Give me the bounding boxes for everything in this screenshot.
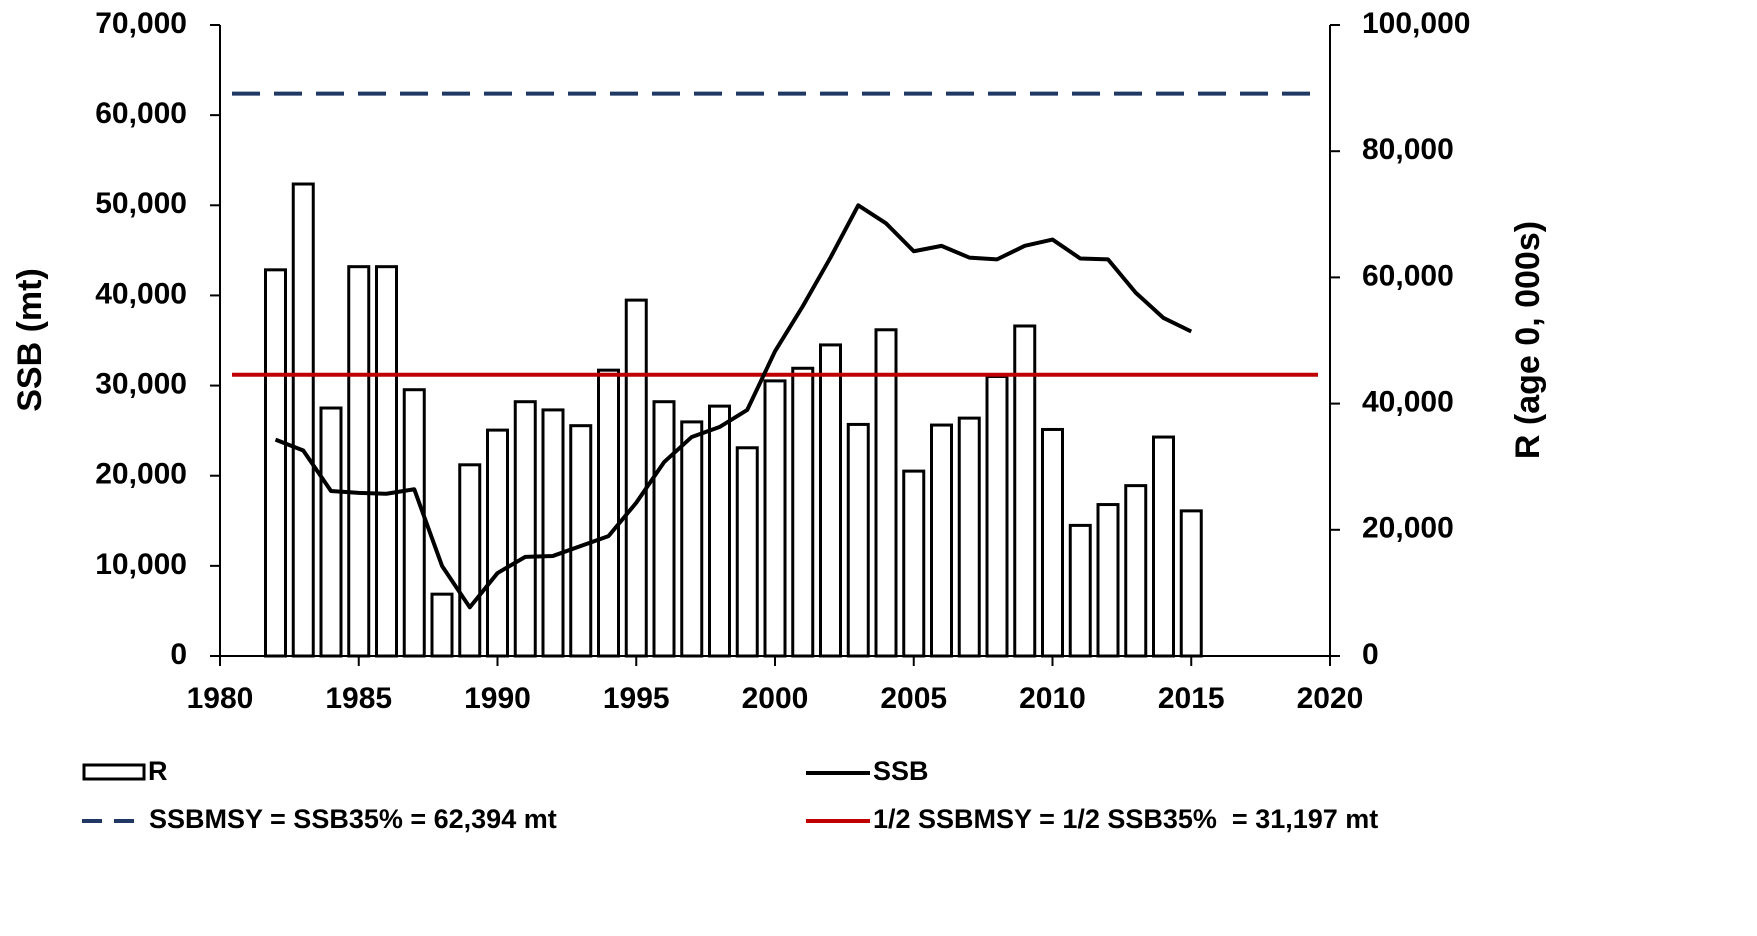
y2-tick-label: 60,000	[1362, 259, 1454, 292]
bar	[1068, 523, 1092, 658]
y2-tick-label: 0	[1362, 638, 1379, 671]
bar	[680, 420, 704, 658]
y-tick-label: 60,000	[95, 97, 187, 130]
bar	[791, 366, 815, 658]
bar	[735, 446, 759, 658]
bar	[541, 408, 565, 658]
legend-label: SSBMSY = SSB35% = 62,394 mt	[149, 804, 557, 834]
y-tick-label: 30,000	[95, 367, 187, 400]
y-axis-title: SSB (mt)	[11, 268, 49, 412]
y2-tick-label: 20,000	[1362, 512, 1454, 545]
bar	[430, 592, 454, 658]
bar	[763, 379, 787, 658]
bar	[569, 424, 593, 658]
x-tick-label: 2010	[1019, 682, 1086, 715]
bar	[652, 400, 676, 658]
bar	[846, 422, 870, 658]
bar	[985, 374, 1009, 658]
bar	[291, 182, 315, 658]
chart: SSB (mt) R (age 0, 000s) 0 10,000 20,000 30…	[11, 7, 1547, 834]
y-tick-label: 0	[170, 638, 187, 671]
bar	[319, 406, 343, 658]
line	[274, 203, 1193, 610]
bar	[1041, 427, 1064, 658]
y2-tick-label: 100,000	[1362, 7, 1470, 40]
bar	[347, 265, 371, 658]
bar	[1179, 509, 1203, 658]
x-tick-label: 1980	[187, 682, 254, 715]
bar	[1124, 484, 1148, 658]
bar	[874, 328, 898, 658]
bar	[402, 388, 426, 658]
bar	[930, 423, 953, 658]
y-tick-label: 10,000	[95, 548, 187, 581]
y-tick-label: 40,000	[95, 277, 187, 310]
bar	[597, 368, 620, 658]
x-tick-label: 2020	[1297, 682, 1364, 715]
x-tick-label: 2005	[880, 682, 947, 715]
bar	[902, 469, 926, 658]
y-tick-label: 50,000	[95, 187, 187, 220]
bar	[264, 268, 287, 658]
bar	[513, 400, 537, 658]
bar	[1152, 435, 1175, 658]
bar	[624, 298, 648, 658]
bar	[486, 428, 509, 658]
y2-tick-label: 80,000	[1362, 133, 1454, 166]
bar	[708, 404, 731, 658]
x-tick-label: 1995	[603, 682, 670, 715]
x-tick-label: 1985	[325, 682, 392, 715]
bar	[819, 343, 842, 658]
legend-label: R	[148, 756, 168, 786]
y2-axis-title: R (age 0, 000s)	[1509, 221, 1547, 459]
legend-swatch	[82, 763, 146, 781]
x-tick-label: 1990	[464, 682, 531, 715]
y-tick-label: 20,000	[95, 458, 187, 491]
x-tick-label: 2000	[742, 682, 809, 715]
y2-tick-label: 40,000	[1362, 386, 1454, 419]
legend-label: 1/2 SSBMSY = 1/2 SSB35% = 31,197 mt	[873, 804, 1378, 834]
bar	[957, 416, 981, 658]
bar	[375, 265, 398, 658]
legend-label: SSB	[873, 756, 929, 786]
bar	[458, 463, 482, 658]
y-tick-label: 70,000	[95, 7, 187, 40]
bar	[1096, 503, 1120, 658]
x-tick-label: 2015	[1158, 682, 1225, 715]
